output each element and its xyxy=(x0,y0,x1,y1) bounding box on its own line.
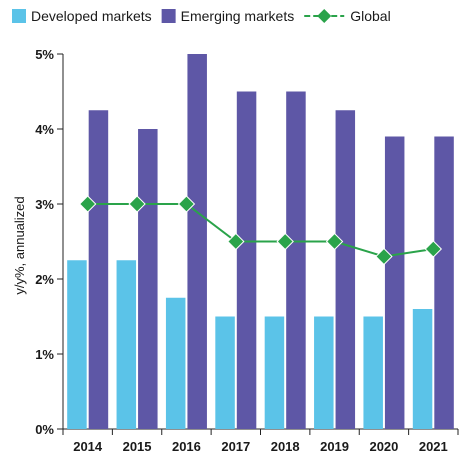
developed-bar-2015 xyxy=(116,260,137,429)
x-tick-label: 2019 xyxy=(320,439,349,454)
global-point-2016 xyxy=(177,195,196,213)
x-tick-label: 2021 xyxy=(419,439,448,454)
legend-label-1: Emerging markets xyxy=(181,8,295,24)
emerging-bar-2021 xyxy=(434,136,454,429)
legend-marker-2 xyxy=(317,9,332,23)
global-point-2020 xyxy=(375,247,393,266)
axes: 0% 1% 2% 3% 4% 5% 2014 2015 2016 2017 2018 2019 2020… xyxy=(35,47,459,454)
emerging-bar-2017 xyxy=(236,91,257,429)
developed-bar-2020 xyxy=(363,316,383,429)
emerging-bar-2020 xyxy=(384,136,405,429)
y-tick-label: 0% xyxy=(35,422,54,437)
emerging-bar-2016 xyxy=(187,54,207,429)
y-tick-label: 5% xyxy=(35,47,54,62)
global-point-2014 xyxy=(78,195,97,213)
developed-bar-2019 xyxy=(314,316,334,429)
y-tick-label: 4% xyxy=(35,122,54,137)
y-tick-label: 2% xyxy=(35,272,54,287)
global-point-2021 xyxy=(424,240,443,258)
legend-label-2: Global xyxy=(350,8,390,24)
bars xyxy=(67,54,454,429)
x-tick-label: 2016 xyxy=(172,439,201,454)
x-tick-label: 2018 xyxy=(271,439,300,454)
emerging-bar-2018 xyxy=(286,91,306,429)
y-tick-label: 3% xyxy=(35,197,54,212)
x-tick-label: 2014 xyxy=(73,439,103,454)
legend-swatch-1 xyxy=(161,9,176,23)
x-tick-label: 2020 xyxy=(369,439,398,454)
y-tick-label: 1% xyxy=(35,347,54,362)
developed-bar-2018 xyxy=(264,316,285,429)
emerging-bar-2015 xyxy=(138,129,158,429)
global-point-2017 xyxy=(227,232,245,251)
global-line xyxy=(78,195,443,266)
developed-bar-2014 xyxy=(67,260,87,429)
developed-bar-2021 xyxy=(412,309,433,429)
legend-label-0: Developed markets xyxy=(31,8,152,24)
emerging-bar-2019 xyxy=(335,110,356,429)
x-tick-label: 2015 xyxy=(123,439,152,454)
global-point-2019 xyxy=(325,232,344,251)
global-point-2018 xyxy=(276,232,294,251)
developed-bar-2017 xyxy=(215,316,235,429)
legend-swatch-0 xyxy=(12,9,26,23)
developed-bar-2016 xyxy=(165,297,186,429)
y-axis-label: y/y%, annualized xyxy=(12,196,27,294)
emerging-bar-2014 xyxy=(88,110,109,429)
x-tick-label: 2017 xyxy=(221,439,250,454)
global-point-2015 xyxy=(128,195,146,213)
legend: Developed markets Emerging markets Global xyxy=(12,8,391,24)
